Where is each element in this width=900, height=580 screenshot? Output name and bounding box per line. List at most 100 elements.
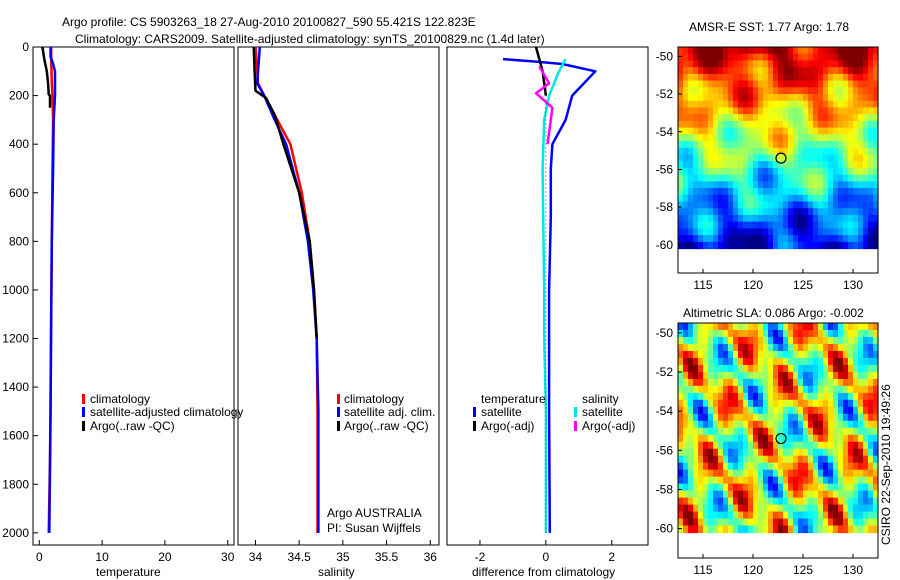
heatmap-cell	[863, 343, 869, 352]
heatmap-cell	[843, 201, 849, 209]
heatmap-cell	[698, 134, 704, 142]
heatmap-cell	[748, 525, 754, 534]
y-tick-label: -52	[656, 365, 674, 379]
heatmap-cell	[848, 221, 854, 229]
heatmap-cell	[798, 323, 804, 331]
heatmap-cell	[823, 154, 829, 162]
heatmap-cell	[848, 188, 854, 196]
heatmap-cell	[708, 201, 714, 209]
heatmap-cell	[853, 420, 859, 429]
heatmap-cell	[818, 53, 824, 62]
x-tick-label: 115	[693, 563, 712, 577]
heatmap-cell	[678, 241, 684, 250]
heatmap-cell	[678, 147, 684, 156]
heatmap-cell	[788, 53, 794, 62]
heatmap-cell	[858, 167, 864, 176]
heatmap-cell	[758, 80, 764, 88]
heatmap-cell	[848, 427, 854, 436]
heatmap-cell	[698, 448, 704, 457]
heatmap-cell	[818, 73, 824, 82]
heatmap-cell	[698, 420, 704, 429]
heatmap-cell	[748, 94, 754, 102]
heatmap-cell	[733, 469, 739, 478]
heatmap-cell	[758, 100, 764, 109]
heatmap-cell	[853, 469, 859, 478]
heatmap-cell	[758, 462, 764, 471]
heatmap-cell	[753, 420, 759, 429]
heatmap-cell	[838, 60, 844, 68]
heatmap-cell	[728, 329, 734, 338]
heatmap-cell	[843, 154, 849, 162]
heatmap-cell	[683, 127, 689, 135]
heatmap-cell	[683, 161, 689, 169]
heatmap-cell	[823, 497, 829, 506]
heatmap-cell	[798, 371, 804, 380]
heatmap-cell	[758, 497, 764, 506]
heatmap-cell	[693, 329, 699, 338]
heatmap-cell	[683, 336, 689, 345]
heatmap-cell	[868, 241, 874, 250]
heatmap-cell	[743, 420, 749, 429]
heatmap-cell	[863, 208, 869, 216]
heatmap-cell	[743, 94, 749, 102]
difference-legend: temperature satellite Argo(-adj) salinit…	[473, 392, 635, 433]
heatmap-cell	[698, 94, 704, 102]
heatmap-cell	[858, 174, 864, 182]
heatmap-cell	[733, 60, 739, 68]
heatmap-cell	[693, 194, 699, 203]
heatmap-cell	[753, 194, 759, 203]
heatmap-cell	[768, 336, 774, 345]
heatmap-cell	[803, 427, 809, 436]
heatmap-cell	[678, 448, 684, 457]
heatmap-cell	[808, 490, 814, 499]
heatmap-cell	[823, 147, 829, 156]
heatmap-cell	[858, 378, 864, 387]
heatmap-cell	[758, 228, 764, 236]
heatmap-cell	[733, 336, 739, 345]
heatmap-cell	[728, 174, 734, 182]
heatmap-cell	[793, 329, 799, 338]
heatmap-cell	[853, 336, 859, 345]
heatmap-cell	[698, 455, 704, 464]
heatmap-cell	[713, 141, 719, 149]
heatmap-cell	[763, 100, 769, 109]
heatmap-cell	[733, 161, 739, 169]
heatmap-cell	[733, 343, 739, 352]
heatmap-cell	[728, 462, 734, 471]
heatmap-cell	[708, 364, 714, 373]
heatmap-cell	[763, 167, 769, 176]
heatmap-cell	[738, 434, 744, 443]
heatmap-cell	[843, 455, 849, 464]
heatmap-cell	[723, 434, 729, 443]
heatmap-cell	[723, 385, 729, 394]
heatmap-cell	[808, 455, 814, 464]
heatmap-cell	[863, 357, 869, 366]
heatmap-cell	[798, 336, 804, 345]
heatmap-cell	[718, 201, 724, 209]
heatmap-cell	[788, 448, 794, 457]
heatmap-cell	[678, 441, 684, 450]
heatmap-cell	[838, 427, 844, 436]
heatmap-cell	[808, 413, 814, 422]
heatmap-cell	[718, 490, 724, 499]
heatmap-cell	[868, 343, 874, 352]
heatmap-cell	[688, 161, 694, 169]
heatmap-cell	[693, 134, 699, 142]
heatmap-cell	[733, 100, 739, 109]
heatmap-cell	[803, 221, 809, 229]
heatmap-cell	[758, 525, 764, 534]
heatmap-cell	[848, 154, 854, 162]
heatmap-cell	[733, 504, 739, 513]
x-tick-label: 115	[693, 278, 712, 292]
heatmap-cell	[708, 114, 714, 122]
legend-swatch-climatology	[337, 394, 340, 404]
heatmap-cell	[743, 188, 749, 196]
heatmap-cell	[743, 60, 749, 68]
heatmap-cell	[828, 67, 834, 75]
heatmap-cell	[753, 214, 759, 223]
heatmap-cell	[853, 100, 859, 109]
heatmap-cell	[783, 174, 789, 182]
heatmap-cell	[868, 434, 874, 443]
heatmap-cell	[708, 87, 714, 95]
heatmap-cell	[703, 385, 709, 394]
